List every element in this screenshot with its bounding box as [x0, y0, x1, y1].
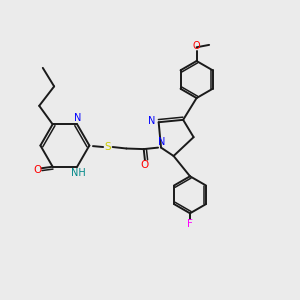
- Text: O: O: [141, 160, 149, 170]
- Text: NH: NH: [71, 168, 86, 178]
- Text: N: N: [148, 116, 156, 126]
- Text: S: S: [105, 142, 111, 152]
- Text: O: O: [192, 41, 200, 51]
- Text: O: O: [33, 165, 41, 175]
- Text: N: N: [74, 113, 81, 123]
- Text: F: F: [187, 219, 193, 229]
- Text: N: N: [158, 137, 165, 147]
